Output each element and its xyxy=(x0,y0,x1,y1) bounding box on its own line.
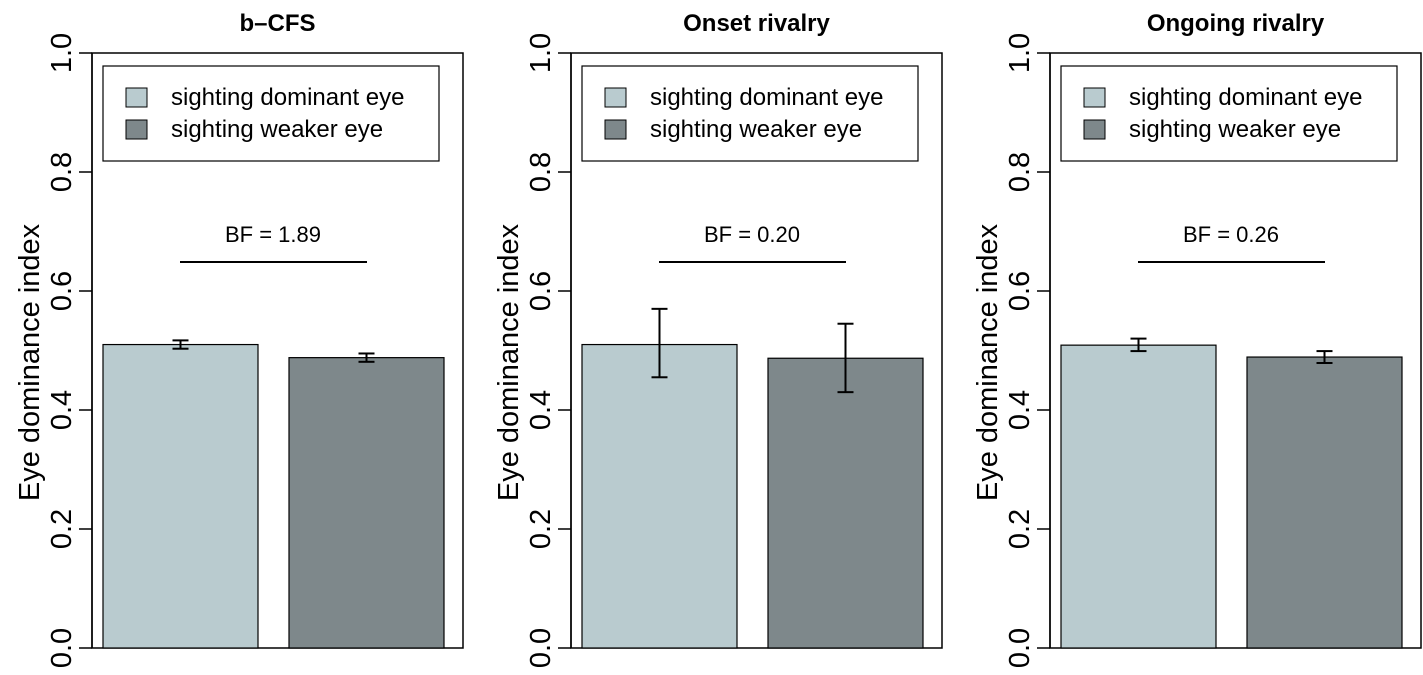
y-tick-label: 1.0 xyxy=(1004,33,1036,73)
legend-label: sighting weaker eye xyxy=(1129,116,1341,143)
y-tick-label: 1.0 xyxy=(525,33,557,73)
y-tick-label: 0.0 xyxy=(1004,628,1036,668)
y-axis-label: Eye dominance index xyxy=(972,223,1004,501)
panel-1: b–CFS 0.0 0.2 0.4 0.6 0.8 1.0 Eye dominance ind… xyxy=(14,10,464,668)
legend-label: sighting dominant eye xyxy=(650,84,883,111)
bar-weaker xyxy=(1246,356,1403,649)
legend-swatch xyxy=(1083,119,1106,140)
y-tick-label: 1.0 xyxy=(46,33,78,73)
legend-swatch xyxy=(125,87,148,108)
y-tick-label: 0.4 xyxy=(1004,390,1036,430)
y-tick-label: 0.2 xyxy=(1004,509,1036,549)
legend-label: sighting dominant eye xyxy=(1129,84,1362,111)
bf-annotation: BF = 0.26 xyxy=(1183,222,1279,247)
y-tick-label: 0.8 xyxy=(46,152,78,192)
y-tick-label: 0.6 xyxy=(46,271,78,311)
legend-swatch xyxy=(125,119,148,140)
legend-box xyxy=(581,65,919,162)
bar-weaker xyxy=(767,357,924,649)
bf-annotation: BF = 0.20 xyxy=(704,222,800,247)
y-tick-label: 0.4 xyxy=(525,390,557,430)
y-tick-label: 0.8 xyxy=(525,152,557,192)
panel-title: b–CFS xyxy=(239,10,315,37)
panel-title: Onset rivalry xyxy=(683,10,830,37)
y-tick-label: 0.0 xyxy=(46,628,78,668)
legend-box xyxy=(102,65,440,162)
panel-2: Onset rivalry 0.0 0.2 0.4 0.6 0.8 1.0 Eye domin… xyxy=(493,10,943,668)
y-tick-label: 0.2 xyxy=(525,509,557,549)
panel-3: Ongoing rivalry 0.0 0.2 0.4 0.6 0.8 1.0 Eye dom… xyxy=(972,10,1422,668)
legend-label: sighting weaker eye xyxy=(650,116,862,143)
legend-label: sighting weaker eye xyxy=(171,116,383,143)
y-tick-label: 0.8 xyxy=(1004,152,1036,192)
panel-title: Ongoing rivalry xyxy=(1147,10,1325,37)
legend-label: sighting dominant eye xyxy=(171,84,404,111)
bar-dominant xyxy=(1060,344,1217,649)
y-tick-label: 0.0 xyxy=(525,628,557,668)
bar-dominant xyxy=(102,343,259,649)
y-axis-label: Eye dominance index xyxy=(14,223,46,501)
y-tick-label: 0.2 xyxy=(46,509,78,549)
legend-box xyxy=(1060,65,1398,162)
y-tick-label: 0.4 xyxy=(46,390,78,430)
y-axis-label: Eye dominance index xyxy=(493,223,525,501)
legend-swatch xyxy=(604,119,627,140)
bf-annotation: BF = 1.89 xyxy=(225,222,321,247)
bar-dominant xyxy=(581,343,738,649)
y-tick-label: 0.6 xyxy=(1004,271,1036,311)
y-tick-label: 0.6 xyxy=(525,271,557,311)
legend-swatch xyxy=(604,87,627,108)
bar-weaker xyxy=(288,357,445,649)
legend-swatch xyxy=(1083,87,1106,108)
